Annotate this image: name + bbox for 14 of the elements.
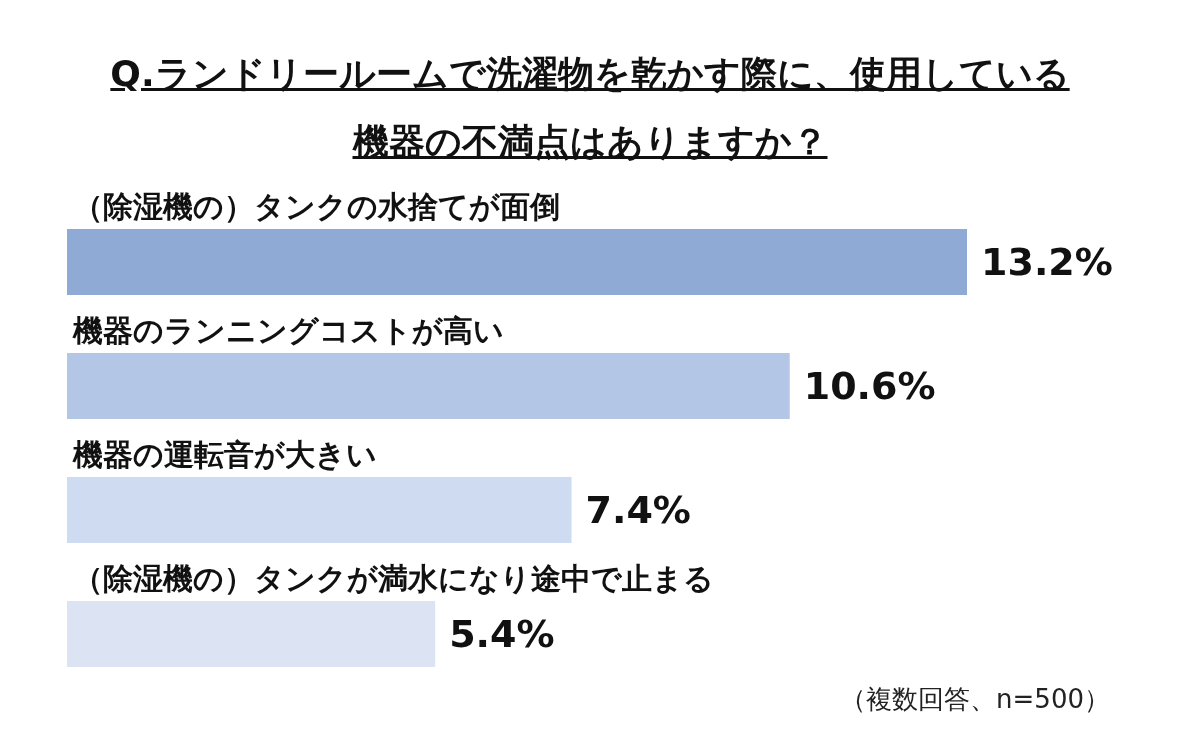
bar [67, 477, 572, 543]
data-label: 13.2% [981, 240, 1113, 284]
y-tick-label: 機器のランニングコストが高い [72, 313, 504, 348]
bar [67, 353, 790, 419]
chart-title: Q.ランドリールームで洗濯物を乾かす際に、使用している機器の不満点はありますか？ [110, 52, 1070, 164]
text: （複数回答、n=500） [840, 683, 1110, 716]
bar [67, 601, 436, 667]
data-label: 7.4% [585, 488, 691, 532]
data-label: 5.4% [449, 612, 555, 656]
y-tick-label: 機器の運転音が大きい [72, 437, 377, 472]
bar [67, 229, 967, 295]
y-tick-label: （除湿機の）タンクが満水になり途中で止まる [73, 561, 714, 596]
data-label: 10.6% [803, 364, 936, 408]
y-tick-label: （除湿機の）タンクの水捨てが面倒 [73, 189, 560, 224]
